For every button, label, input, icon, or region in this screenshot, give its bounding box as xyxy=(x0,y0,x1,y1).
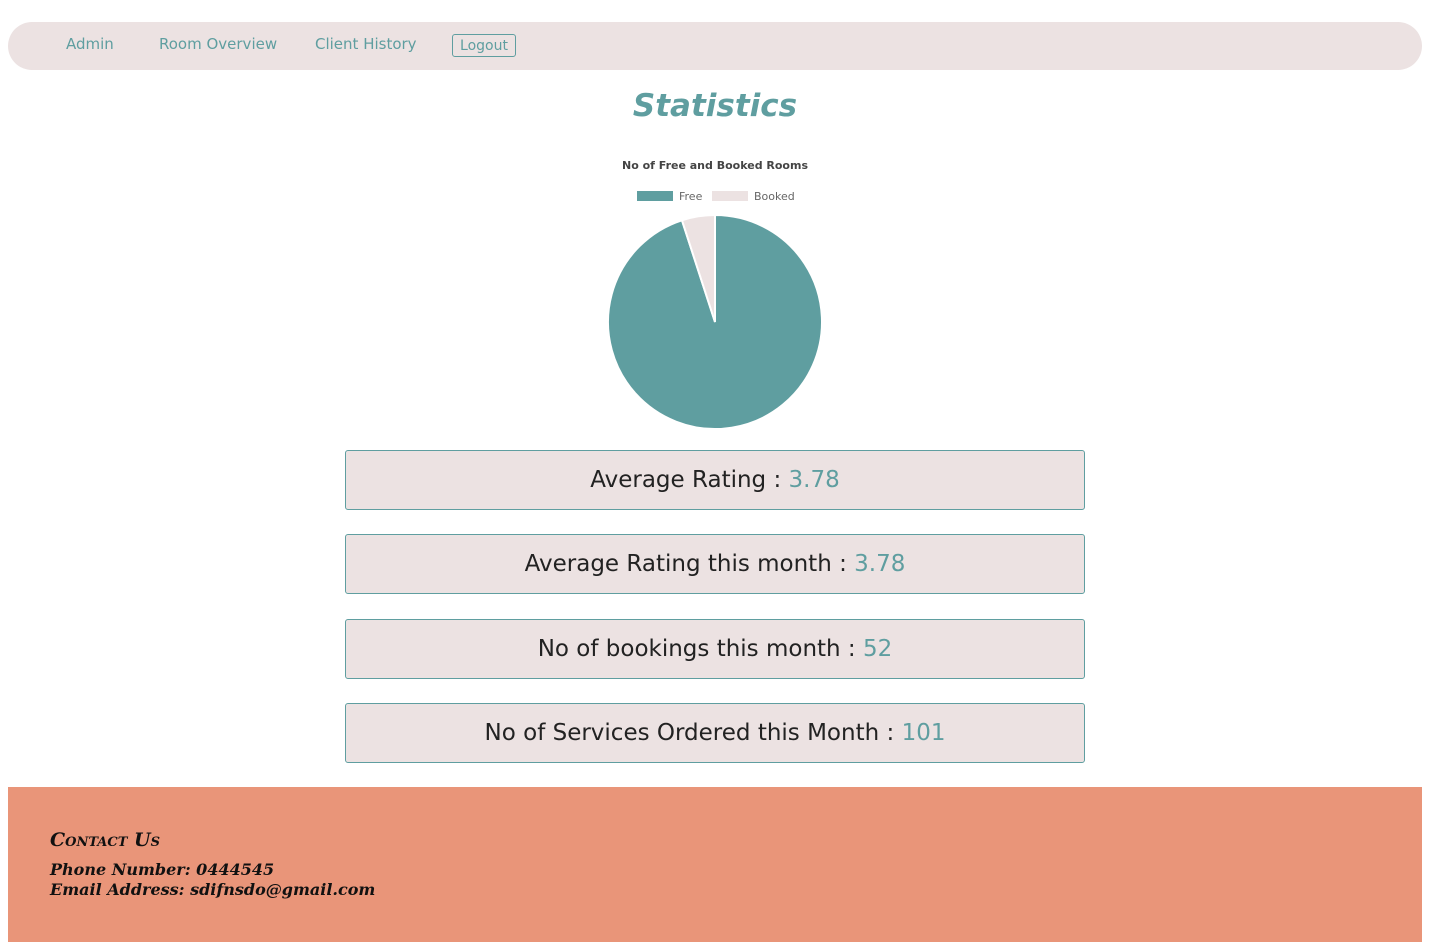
stat-average-rating: Average Rating : 3.78 xyxy=(345,450,1085,510)
contact-phone: Phone Number: 0444545 xyxy=(50,860,275,879)
logout-button[interactable]: Logout xyxy=(452,34,516,57)
stat-value: 3.78 xyxy=(854,551,906,577)
pie-slice-free[interactable] xyxy=(607,213,823,430)
stat-label: No of Services Ordered this Month : xyxy=(484,720,895,746)
pie-slice-booked[interactable] xyxy=(680,213,716,323)
rooms-pie-chart xyxy=(607,213,823,430)
nav-link-client-history[interactable]: Client History xyxy=(315,35,417,53)
stat-value: 52 xyxy=(863,636,893,662)
stat-average-rating-month: Average Rating this month : 3.78 xyxy=(345,534,1085,594)
footer: Contact Us Phone Number: 0444545 Email A… xyxy=(8,787,1422,942)
legend-label-booked: Booked xyxy=(754,190,795,203)
stat-label: Average Rating : xyxy=(590,467,782,493)
legend-item-booked[interactable]: Booked xyxy=(712,190,795,203)
contact-heading: Contact Us xyxy=(50,829,160,851)
stat-value: 3.78 xyxy=(788,467,840,493)
stat-services-month: No of Services Ordered this Month : 101 xyxy=(345,703,1085,763)
legend-swatch-free xyxy=(637,191,673,201)
legend-swatch-booked xyxy=(712,191,748,201)
nav-link-admin[interactable]: Admin xyxy=(66,35,114,53)
top-navbar: Admin Room Overview Client History Logou… xyxy=(8,22,1422,70)
chart-title: No of Free and Booked Rooms xyxy=(622,159,808,172)
legend-label-free: Free xyxy=(679,190,703,203)
contact-email: Email Address: sdifnsdo@gmail.com xyxy=(50,880,376,899)
stat-bookings-month: No of bookings this month : 52 xyxy=(345,619,1085,679)
stat-label: No of bookings this month : xyxy=(537,636,856,662)
chart-legend: Free Booked xyxy=(0,190,1430,206)
stat-value: 101 xyxy=(901,720,946,746)
nav-link-room-overview[interactable]: Room Overview xyxy=(159,35,278,53)
legend-item-free[interactable]: Free xyxy=(637,190,702,203)
page-title: Statistics xyxy=(632,88,798,124)
stat-label: Average Rating this month : xyxy=(524,551,847,577)
